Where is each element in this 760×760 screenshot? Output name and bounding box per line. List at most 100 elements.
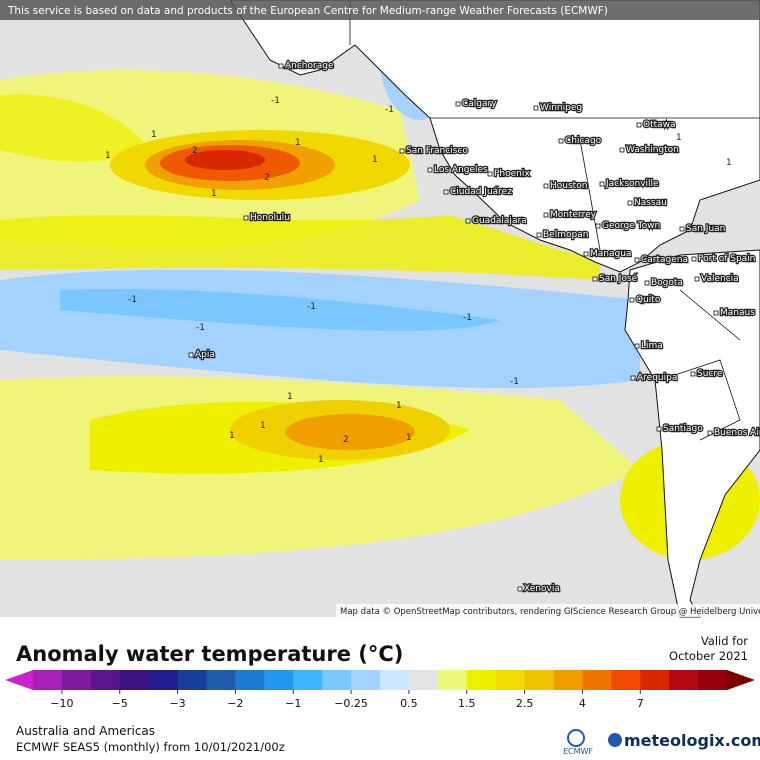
contour-label: -1 bbox=[510, 377, 519, 387]
ecmwf-logo: ECMWF bbox=[563, 747, 593, 756]
contour-label: 1 bbox=[287, 392, 293, 402]
valid-date: October 2021 bbox=[669, 649, 748, 663]
colorbar-bin bbox=[698, 670, 728, 690]
city-label: Managua bbox=[590, 249, 631, 259]
city-label: Apia bbox=[195, 350, 215, 360]
colorbar-tick-label: −5 bbox=[112, 697, 128, 710]
colorbar-bin bbox=[293, 670, 323, 690]
contour-label: 1 bbox=[260, 421, 266, 431]
colorbar-tick-label: 2.5 bbox=[516, 697, 534, 710]
colorbar-end bbox=[727, 670, 755, 690]
model: ECMWF SEAS5 (monthly) from 10/01/2021/00… bbox=[16, 740, 285, 754]
colorbar-tick-label: 4 bbox=[579, 697, 586, 710]
colorbar-bin bbox=[611, 670, 641, 690]
contour-label: -1 bbox=[385, 105, 394, 115]
city-marker bbox=[713, 310, 719, 316]
colorbar-bin bbox=[264, 670, 294, 690]
colorbar-tick-label: −3 bbox=[169, 697, 185, 710]
colorbar-bin bbox=[582, 670, 612, 690]
colorbar-tick-label: 0.5 bbox=[400, 697, 418, 710]
city-marker bbox=[536, 232, 542, 238]
city-label: Valencia bbox=[701, 274, 739, 284]
city-label: Sucre bbox=[697, 369, 723, 379]
city-label: Manaus bbox=[720, 308, 755, 318]
city-label: Santiago bbox=[663, 424, 703, 434]
valid-label: Valid for bbox=[701, 634, 748, 648]
colorbar-bin bbox=[553, 670, 583, 690]
city-marker bbox=[487, 171, 493, 177]
city-marker bbox=[243, 215, 249, 221]
city-marker bbox=[694, 276, 700, 282]
contour-label: 1 bbox=[372, 155, 378, 165]
city-marker bbox=[630, 375, 636, 381]
city-label: Chicago bbox=[565, 136, 602, 146]
city-marker bbox=[278, 63, 284, 69]
city-marker bbox=[634, 257, 640, 263]
city-marker bbox=[543, 212, 549, 218]
city-marker bbox=[691, 256, 697, 262]
city-label: Xenovia bbox=[524, 584, 560, 594]
city-label: George Town bbox=[602, 221, 660, 231]
city-marker bbox=[595, 223, 601, 229]
contour-label: 2 bbox=[192, 146, 198, 156]
city-label: Lima bbox=[641, 341, 663, 351]
city-label: Calgary bbox=[462, 99, 497, 109]
city-marker bbox=[517, 586, 523, 592]
colorbar-end bbox=[5, 670, 33, 690]
city-marker bbox=[707, 430, 713, 436]
colorbar-bin bbox=[33, 670, 63, 690]
city-marker bbox=[644, 280, 650, 286]
city-label: San Juan bbox=[686, 224, 725, 234]
city-label: Guadalajara bbox=[472, 216, 527, 226]
legend-title: Anomaly water temperature (°C) bbox=[16, 642, 403, 666]
colorbar-tick-label: 1.5 bbox=[458, 697, 476, 710]
city-marker bbox=[656, 426, 662, 432]
city-marker bbox=[636, 122, 642, 128]
city-marker bbox=[455, 101, 461, 107]
colorbar-bin bbox=[148, 670, 179, 690]
contour-label: -1 bbox=[463, 313, 472, 323]
city-marker bbox=[558, 138, 564, 144]
notice: This service is based on data and produc… bbox=[7, 5, 608, 17]
footer: Australia and Americas ECMWF SEAS5 (mont… bbox=[16, 724, 760, 756]
contour-label: 1 bbox=[396, 401, 402, 411]
city-marker bbox=[427, 167, 433, 173]
contour-label: 1 bbox=[229, 431, 235, 441]
city-label: Jacksonville bbox=[605, 179, 659, 189]
colorbar-bin bbox=[437, 670, 468, 690]
colorbar-bin bbox=[495, 670, 526, 690]
colorbar-tick-label: −2 bbox=[227, 697, 243, 710]
city-marker bbox=[399, 148, 405, 154]
legend: Anomaly water temperature (°C) Valid for… bbox=[5, 634, 755, 710]
colorbar-tick-label: 7 bbox=[637, 697, 644, 710]
city-label: Port of Spain bbox=[698, 254, 755, 264]
colorbar-bin bbox=[351, 670, 381, 690]
contour-label: 1 bbox=[105, 151, 111, 161]
city-label: Houston bbox=[550, 181, 587, 191]
city-marker bbox=[465, 218, 471, 224]
colorbar-bin bbox=[466, 670, 497, 690]
city-label: Phoenix bbox=[494, 169, 530, 179]
city-label: Los Angeles bbox=[434, 165, 488, 175]
city-marker bbox=[188, 352, 194, 358]
contour-label: 1 bbox=[211, 189, 217, 199]
contour-label: -1 bbox=[196, 323, 205, 333]
city-label: Monterrey bbox=[550, 210, 597, 220]
city-marker bbox=[583, 251, 589, 257]
contour-label: -1 bbox=[271, 96, 280, 106]
contour-label: 2 bbox=[343, 435, 349, 445]
city-label: Washington bbox=[626, 145, 679, 155]
city-marker bbox=[543, 183, 549, 189]
meteologix-logo: meteologix.com bbox=[624, 731, 760, 750]
city-label: San Francisco bbox=[406, 146, 468, 156]
city-label: Ottawa bbox=[643, 120, 676, 130]
city-label: Ciudad Juárez bbox=[450, 187, 512, 197]
colorbar-bin bbox=[90, 670, 121, 690]
colorbar-bin bbox=[322, 670, 352, 690]
city-label: San José bbox=[599, 273, 638, 284]
colorbar-bin bbox=[640, 670, 670, 690]
contour-label: 2 bbox=[264, 173, 270, 183]
city-marker bbox=[629, 297, 635, 303]
city-marker bbox=[533, 105, 539, 111]
